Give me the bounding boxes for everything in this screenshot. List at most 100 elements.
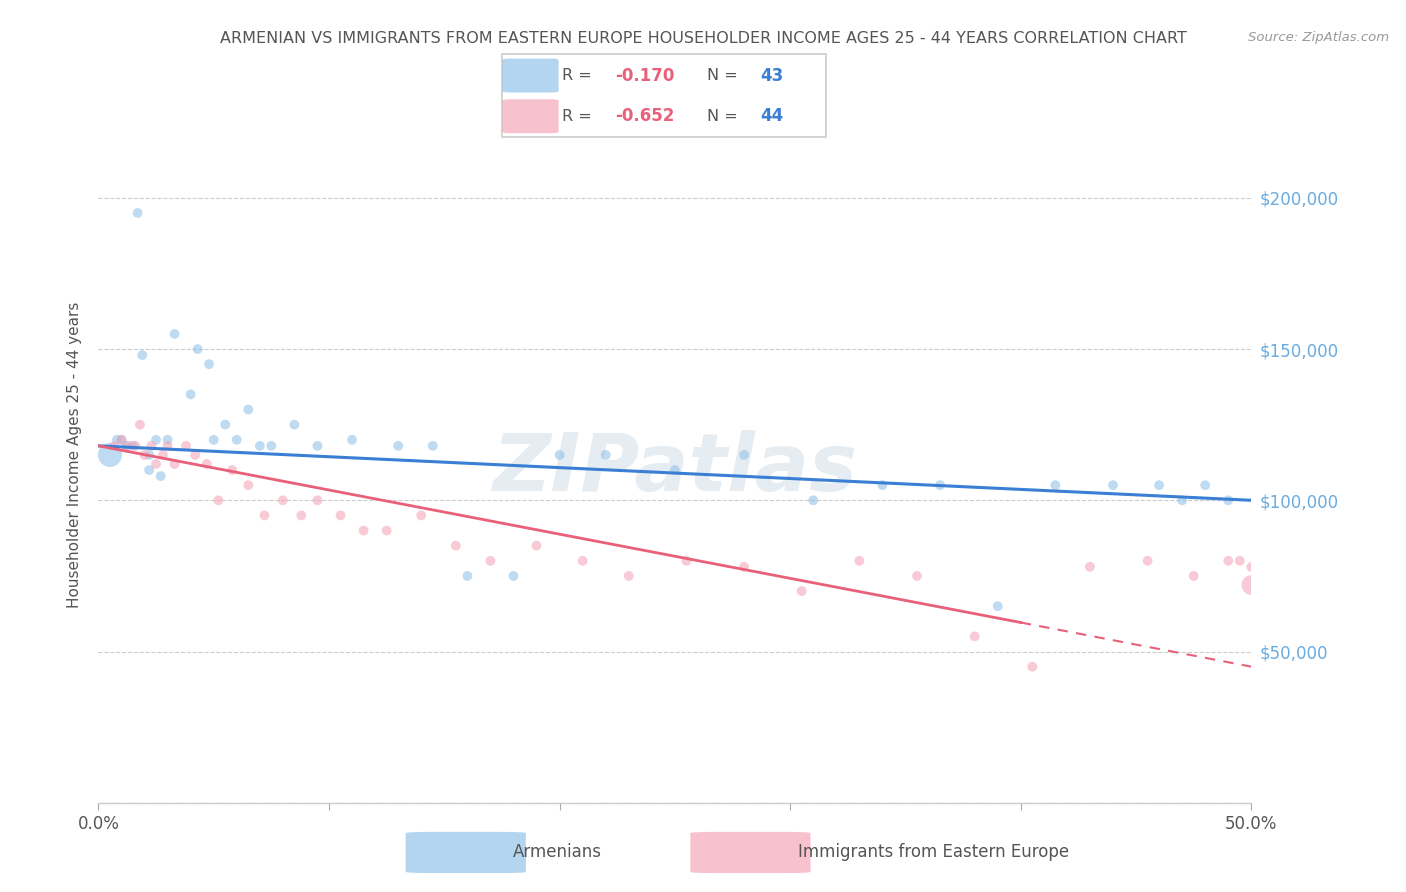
Point <box>290 508 312 523</box>
Point <box>1240 559 1263 574</box>
Point <box>479 554 502 568</box>
Point <box>260 439 283 453</box>
Text: N =: N = <box>707 68 744 83</box>
Point <box>149 469 172 483</box>
Point <box>127 206 149 220</box>
Point <box>307 493 329 508</box>
Text: Immigrants from Eastern Europe: Immigrants from Eastern Europe <box>799 843 1069 861</box>
Point <box>225 433 247 447</box>
Point <box>987 599 1010 614</box>
Point <box>283 417 305 432</box>
Point <box>411 508 433 523</box>
Point <box>387 439 409 453</box>
Text: Armenians: Armenians <box>513 843 602 861</box>
Point <box>1218 554 1240 568</box>
Point <box>1171 493 1194 508</box>
Point <box>1021 659 1043 673</box>
Point <box>963 629 986 643</box>
Text: ARMENIAN VS IMMIGRANTS FROM EASTERN EUROPE HOUSEHOLDER INCOME AGES 25 - 44 YEARS: ARMENIAN VS IMMIGRANTS FROM EASTERN EURO… <box>219 31 1187 46</box>
Text: Source: ZipAtlas.com: Source: ZipAtlas.com <box>1249 31 1389 45</box>
Point <box>675 554 697 568</box>
Point <box>502 569 524 583</box>
Point <box>105 433 128 447</box>
Point <box>929 478 952 492</box>
Point <box>848 554 870 568</box>
FancyBboxPatch shape <box>502 99 558 133</box>
Point <box>187 342 209 356</box>
FancyBboxPatch shape <box>502 59 558 93</box>
Text: 43: 43 <box>761 67 783 85</box>
Text: 44: 44 <box>761 107 783 125</box>
Point <box>733 559 755 574</box>
Point <box>1182 569 1205 583</box>
Point <box>1147 478 1170 492</box>
Point <box>664 463 686 477</box>
Point <box>124 439 146 453</box>
Point <box>1136 554 1159 568</box>
Point <box>790 584 813 599</box>
FancyBboxPatch shape <box>690 832 810 873</box>
Point <box>1218 493 1240 508</box>
Point <box>184 448 207 462</box>
Text: -0.652: -0.652 <box>614 107 673 125</box>
Point <box>115 439 138 453</box>
Point <box>98 448 121 462</box>
Point <box>163 326 186 341</box>
Point <box>156 433 179 447</box>
Point <box>1045 478 1067 492</box>
Point <box>138 448 160 462</box>
Point <box>174 439 197 453</box>
Point <box>145 433 167 447</box>
Point <box>110 433 132 447</box>
Point <box>141 439 163 453</box>
Point <box>103 439 125 453</box>
FancyBboxPatch shape <box>502 54 827 137</box>
Point <box>905 569 928 583</box>
Point <box>526 539 548 553</box>
Point <box>571 554 593 568</box>
Text: ZIPatlas: ZIPatlas <box>492 430 858 508</box>
Point <box>214 417 236 432</box>
Text: R =: R = <box>562 68 596 83</box>
Point <box>1229 554 1251 568</box>
Text: R =: R = <box>562 109 596 124</box>
Point <box>195 457 218 471</box>
Point <box>329 508 352 523</box>
Point <box>872 478 894 492</box>
Point <box>221 463 243 477</box>
Point <box>163 457 186 471</box>
Point <box>1240 578 1263 592</box>
Point <box>238 478 260 492</box>
Point <box>1194 478 1216 492</box>
Point <box>145 457 167 471</box>
Point <box>353 524 375 538</box>
Point <box>456 569 478 583</box>
Point <box>138 463 160 477</box>
Text: -0.170: -0.170 <box>614 67 673 85</box>
Point <box>129 417 152 432</box>
Point <box>198 357 221 371</box>
Point <box>207 493 229 508</box>
FancyBboxPatch shape <box>405 832 526 873</box>
Point <box>249 439 271 453</box>
Point <box>180 387 202 401</box>
Point <box>1102 478 1125 492</box>
Point <box>548 448 571 462</box>
Point <box>134 448 156 462</box>
Point <box>131 348 153 362</box>
Point <box>422 439 444 453</box>
Point <box>110 433 132 447</box>
Point <box>271 493 294 508</box>
Point <box>156 439 179 453</box>
Point <box>117 439 139 453</box>
Point <box>1078 559 1101 574</box>
Point <box>595 448 617 462</box>
Y-axis label: Householder Income Ages 25 - 44 years: Householder Income Ages 25 - 44 years <box>67 301 83 608</box>
Point <box>253 508 276 523</box>
Text: N =: N = <box>707 109 744 124</box>
Point <box>444 539 467 553</box>
Point <box>152 448 174 462</box>
Point <box>340 433 363 447</box>
Point <box>238 402 260 417</box>
Point <box>375 524 398 538</box>
